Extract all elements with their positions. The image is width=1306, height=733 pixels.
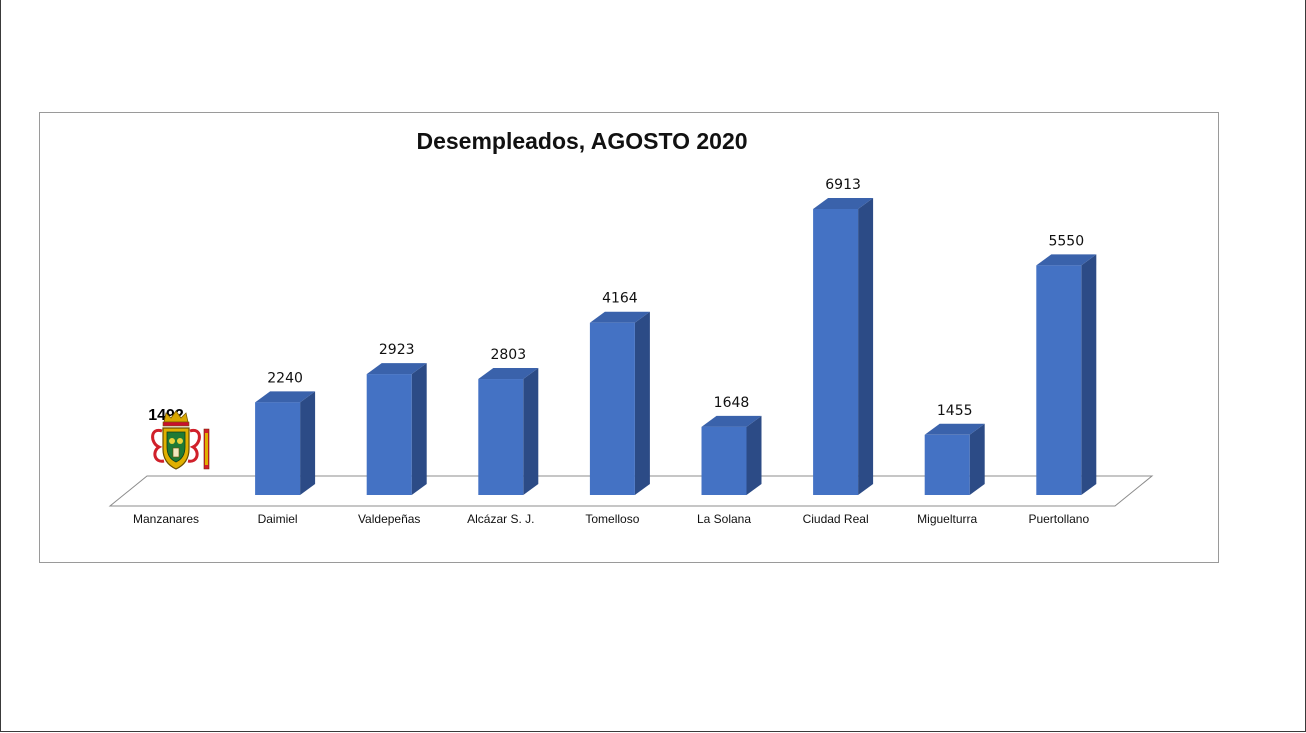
bar — [813, 198, 874, 495]
data-label: 2240 — [267, 370, 303, 386]
bar-top — [478, 368, 539, 380]
bar-top — [589, 311, 650, 323]
category-tick-label: Ciudad Real — [803, 512, 869, 526]
bar-side — [969, 423, 985, 495]
bar-top — [813, 198, 874, 209]
bar-front — [924, 434, 970, 495]
category-tick-label: Manzanares — [133, 512, 199, 526]
coat-of-arms-icon — [151, 410, 210, 470]
bar — [478, 368, 539, 495]
data-label: 1648 — [714, 395, 750, 411]
category-tick-label: Tomelloso — [585, 512, 639, 526]
chart-frame: Desempleados, AGOSTO 2020 1492Manzanares… — [39, 112, 1219, 563]
data-label: 1455 — [937, 403, 973, 419]
data-label: 2803 — [490, 347, 526, 363]
category-tick-label: Alcázar S. J. — [467, 512, 534, 526]
category-tick-label: Daimiel — [258, 512, 298, 526]
bar-side — [411, 363, 427, 495]
bar-top — [924, 423, 985, 435]
bars-layer — [255, 198, 1097, 495]
bar-top — [255, 391, 316, 403]
data-label: 2923 — [379, 342, 415, 358]
bar — [924, 423, 985, 495]
bar-side — [634, 311, 650, 495]
category-tick-label: Valdepeñas — [358, 512, 421, 526]
bar — [589, 311, 650, 495]
bar-top — [1036, 254, 1097, 266]
category-tick-label: La Solana — [697, 512, 751, 526]
bar-side — [858, 198, 874, 495]
labels-layer: 1492Manzanares2240Daimiel2923Valdepeñas2… — [133, 177, 1089, 526]
bar-top — [366, 363, 427, 375]
bar-side — [1081, 254, 1097, 495]
bar-front — [1036, 265, 1082, 495]
bar — [366, 363, 427, 495]
bar — [255, 391, 316, 495]
bar — [1036, 254, 1097, 495]
bar-front — [366, 374, 412, 495]
bar-front — [255, 402, 301, 495]
bar-front — [701, 426, 747, 495]
bar-side — [746, 415, 762, 495]
category-tick-label: Miguelturra — [917, 512, 977, 526]
data-label: 4164 — [602, 291, 638, 307]
bar-chart: Desempleados, AGOSTO 2020 1492Manzanares… — [108, 128, 1154, 526]
bar-front — [589, 322, 635, 495]
bar — [701, 415, 762, 495]
bar-front — [478, 379, 524, 495]
chart-title: Desempleados, AGOSTO 2020 — [416, 128, 747, 154]
bar-side — [300, 391, 316, 495]
data-label: 6913 — [825, 177, 861, 193]
bar-front — [813, 209, 859, 495]
bar-side — [523, 368, 539, 495]
category-tick-label: Puertollano — [1028, 512, 1089, 526]
data-label: 5550 — [1048, 233, 1084, 249]
bar-top — [701, 415, 762, 427]
